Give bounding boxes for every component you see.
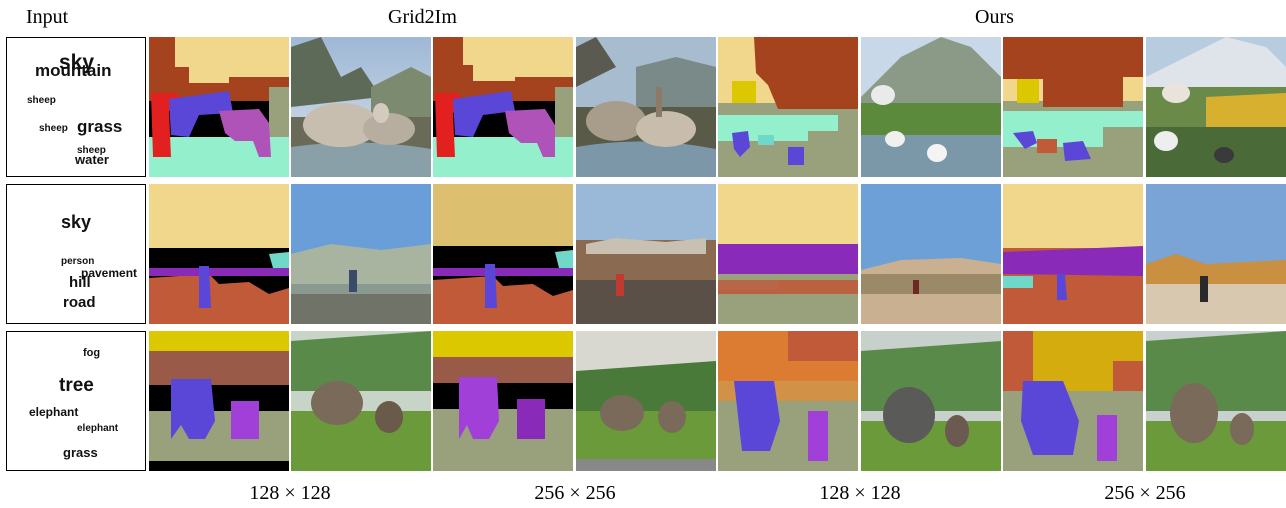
word-tree: tree	[59, 375, 94, 396]
footer-ours-128: 128 × 128	[819, 482, 901, 504]
grid2im-photo-128-row1	[291, 37, 431, 177]
word-water: water	[75, 152, 109, 167]
ours-photo-256-row1	[1146, 37, 1286, 177]
word-hill: hill	[69, 274, 91, 291]
ours-photo-128-row1	[861, 37, 1001, 177]
word-mountain: mountain	[35, 61, 112, 80]
ours-photo-256-row2	[1146, 184, 1286, 324]
grid2im-layout-128-row2	[149, 184, 289, 324]
ours-photo-128-row2	[861, 184, 1001, 324]
ours-layout-128-row3	[718, 331, 858, 471]
footer-ours-256: 256 × 256	[1104, 482, 1186, 504]
word-elephant: elephant	[77, 423, 119, 434]
ours-layout-128-row2	[718, 184, 858, 324]
footer-grid2im-256: 256 × 256	[534, 482, 616, 504]
ours-layout-256-row3	[1003, 331, 1143, 471]
input-word-cloud-row3: fog tree elephant elephant grass	[6, 331, 146, 471]
grid2im-layout-256-row1	[433, 37, 573, 177]
grid2im-layout-256-row2	[433, 184, 573, 324]
grid2im-photo-256-row1	[576, 37, 716, 177]
input-word-cloud-row1: sky mountain sheep sheep grass sheep wat…	[6, 37, 146, 177]
word-grass: grass	[77, 117, 123, 136]
ours-layout-128-row1	[718, 37, 858, 177]
word-sheep: sheep	[27, 95, 56, 106]
grid2im-photo-128-row3	[291, 331, 431, 471]
input-word-cloud-row2: sky person pavement hill road	[6, 184, 146, 324]
ours-layout-256-row2	[1003, 184, 1143, 324]
word-grass: grass	[63, 445, 98, 460]
header-ours: Ours	[975, 6, 1014, 28]
grid2im-photo-256-row2	[576, 184, 716, 324]
grid2im-photo-256-row3	[576, 331, 716, 471]
word-sky: sky	[59, 51, 95, 74]
footer-grid2im-128: 128 × 128	[249, 482, 331, 504]
ours-photo-128-row3	[861, 331, 1001, 471]
ours-photo-256-row3	[1146, 331, 1286, 471]
grid2im-layout-256-row3	[433, 331, 573, 471]
word-person: person	[61, 256, 95, 267]
grid2im-photo-128-row2	[291, 184, 431, 324]
header-grid2im: Grid2Im	[388, 6, 457, 28]
grid2im-layout-128-row3	[149, 331, 289, 471]
ours-layout-256-row1	[1003, 37, 1143, 177]
header-input: Input	[26, 6, 69, 28]
word-pavement: pavement	[81, 266, 138, 280]
word-road: road	[63, 294, 96, 311]
word-sheep: sheep	[77, 145, 106, 156]
word-sky: sky	[61, 212, 92, 232]
word-sheep: sheep	[39, 123, 68, 134]
word-fog: fog	[83, 347, 101, 359]
grid2im-layout-128-row1	[149, 37, 289, 177]
word-elephant: elephant	[29, 405, 79, 419]
